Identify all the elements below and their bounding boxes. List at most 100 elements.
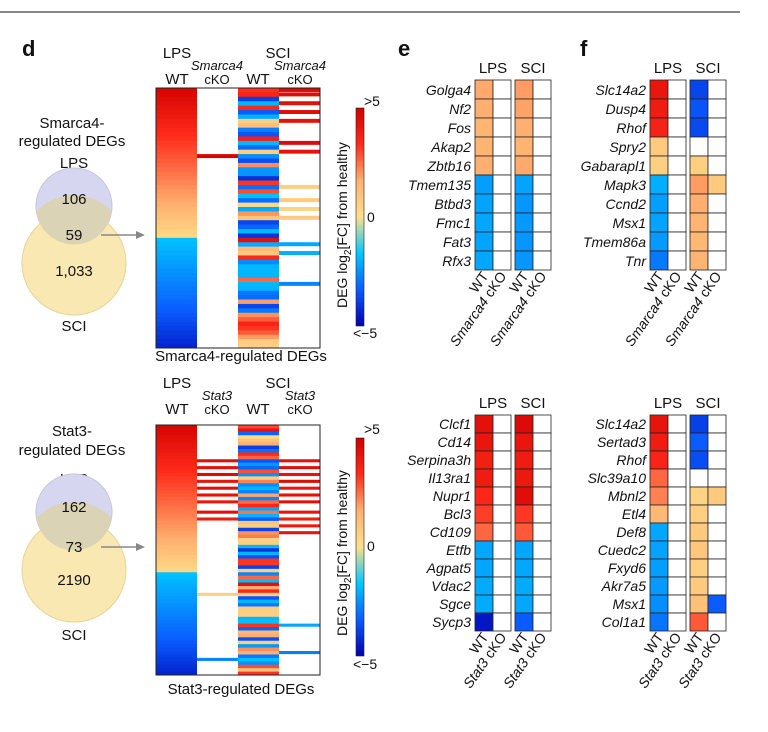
cell-gabarapl1-3 — [707, 155, 727, 176]
cell-agpat5-2 — [514, 558, 534, 578]
overview-cell-lps-wt — [156, 490, 197, 494]
column-label-gene: Smarca4 — [621, 294, 666, 349]
cell-btbd3-0 — [474, 193, 494, 214]
cell-nf2-3 — [532, 98, 552, 119]
overview-cell-lps-wt — [156, 317, 197, 322]
colorbar-top-title: DEG log2[FC] from healthy — [334, 142, 354, 308]
overview-cell-sci-wt — [238, 555, 279, 559]
cell-sycp3-1 — [492, 612, 512, 632]
overview-cell-lps-wt — [156, 127, 197, 133]
overview-cell-sci-wt — [238, 145, 279, 151]
cell-fat3-2 — [514, 231, 534, 252]
cell-sertad3-1 — [667, 432, 687, 452]
cell-etl4-3 — [707, 504, 727, 524]
overview-cell-sci-wt — [238, 184, 279, 190]
overview-cell-sci-wt — [238, 290, 279, 296]
overview-cell-lps-wt — [156, 524, 197, 529]
overview-cell-lps-wt — [156, 572, 197, 577]
overview-cell-lps-wt — [156, 136, 197, 142]
overview-cell-cko — [279, 88, 320, 92]
overview-cell-lps-wt — [156, 303, 197, 309]
row-label-slc14a2: Slc14a2 — [595, 416, 646, 432]
overview-cell-sci-wt — [238, 541, 279, 546]
overview-cell-lps-wt — [156, 623, 197, 628]
overview-cell-cko — [197, 592, 238, 596]
overview-cell-lps-wt — [156, 88, 197, 93]
overview-cell-sci-wt — [238, 627, 279, 631]
d-top-sci-header: SCI — [265, 45, 290, 62]
overview-cell-cko — [279, 110, 320, 114]
overview-cell-sci-wt — [238, 149, 279, 155]
overview-cell-sci-wt — [238, 202, 279, 208]
overview-cell-sci-wt — [238, 551, 279, 556]
overview-cell-sci-wt — [238, 339, 279, 344]
overview-cell-lps-wt — [156, 149, 197, 155]
overview-cell-lps-wt — [156, 462, 197, 467]
overview-cell-sci-wt — [238, 561, 279, 566]
d-bot-caption: Stat3-regulated DEGs — [168, 681, 315, 698]
cell-rfx3-0 — [474, 250, 494, 271]
overview-cell-lps-wt — [156, 193, 197, 199]
overview-cell-lps-wt — [156, 140, 197, 146]
cell-gabarapl1-2 — [689, 155, 709, 176]
overview-cell-lps-wt — [156, 211, 197, 217]
cell-akap2-0 — [474, 136, 494, 157]
overview-cell-lps-wt — [156, 476, 197, 481]
cell-msx1-1 — [667, 594, 687, 614]
colorbar-bottom-title-post: [FC] from healthy — [334, 470, 350, 577]
overview-cell-cko — [197, 459, 238, 463]
overview-cell-sci-wt — [238, 661, 279, 666]
overview-cell-sci-wt — [238, 431, 279, 436]
overview-cell-lps-wt — [156, 290, 197, 296]
cell-cd14-2 — [514, 432, 534, 452]
overview-cell-lps-wt — [156, 339, 197, 344]
overview-cell-lps-wt — [156, 493, 197, 498]
overview-cell-lps-wt — [156, 637, 197, 642]
overview-cell-sci-wt — [238, 520, 279, 525]
overview-cell-sci-wt — [238, 308, 279, 314]
overview-cell-lps-wt — [156, 651, 197, 655]
cell-tmem86a-2 — [689, 231, 709, 252]
row-label-tmem86a: Tmem86a — [583, 234, 646, 250]
overview-cell-cko — [279, 101, 320, 106]
overview-cell-lps-wt — [156, 544, 197, 549]
overview-cell-sci-wt — [238, 211, 279, 217]
colorbar-top-title-pre: DEG log — [334, 255, 350, 308]
d-top-ko2-gene: Smarca4 — [274, 58, 326, 73]
overview-cell-sci-wt — [238, 220, 279, 226]
overview-cell-cko — [279, 486, 320, 490]
overview-cell-sci-wt — [238, 325, 279, 331]
overview-cell-lps-wt — [156, 664, 197, 669]
cell-rfx3-3 — [532, 250, 552, 271]
overview-cell-sci-wt — [238, 490, 279, 494]
colorbar-bottom-title: DEG log2[FC] from healthy — [334, 470, 354, 636]
overview-cell-lps-wt — [156, 224, 197, 230]
overview-cell-lps-wt — [156, 312, 197, 318]
cell-rhof-0 — [649, 117, 669, 138]
venn-top-only-a: 106 — [61, 191, 86, 208]
overview-cell-sci-wt — [238, 575, 279, 580]
overview-cell-lps-wt — [156, 184, 197, 190]
cell-il13ra1-3 — [532, 468, 552, 488]
colorbar-top-min: <−5 — [353, 325, 377, 341]
overview-cell-lps-wt — [156, 620, 197, 625]
overview-cell-lps-wt — [156, 606, 197, 611]
heatmap-f-smarca4: LPS SCI Slc14a2 Dusp4 Rhof Spry2 Gabarapl1 Mapk… — [581, 60, 727, 349]
overview-cell-cko — [279, 251, 320, 256]
panel-label-f: f — [580, 36, 588, 61]
overview-cell-sci-wt — [238, 277, 279, 283]
cell-tnr-2 — [689, 250, 709, 271]
overview-cell-sci-wt — [238, 237, 279, 243]
cell-vdac2-3 — [532, 576, 552, 596]
overview-cell-sci-wt — [238, 633, 279, 638]
overview-cell-sci-wt — [238, 215, 279, 221]
cell-slc14a2-2 — [689, 414, 709, 434]
cell-tmem135-2 — [514, 174, 534, 195]
cell-dusp4-0 — [649, 98, 669, 119]
row-label-tmem135: Tmem135 — [408, 177, 471, 193]
overview-cell-lps-wt — [156, 229, 197, 234]
cell-sycp3-2 — [514, 612, 534, 632]
overview-cell-lps-wt — [156, 555, 197, 559]
overview-cell-lps-wt — [156, 472, 197, 477]
overview-cell-sci-wt — [238, 114, 279, 120]
